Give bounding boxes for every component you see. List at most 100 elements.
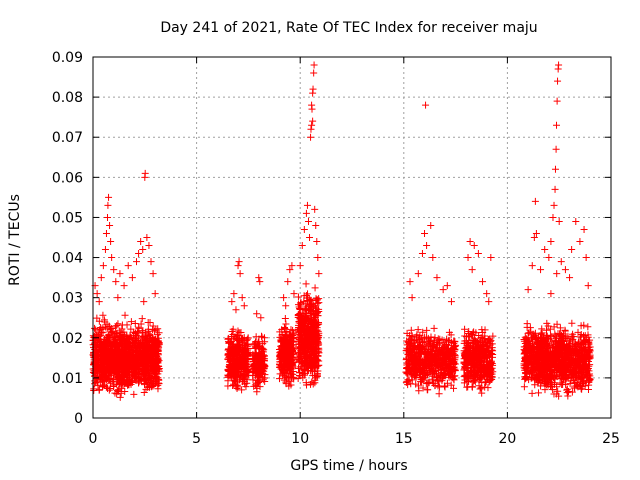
data-point: [584, 386, 592, 394]
data-point: [577, 346, 585, 354]
data-point: [256, 357, 264, 365]
data-point: [403, 377, 411, 385]
data-point: [478, 374, 486, 382]
data-point: [302, 209, 310, 217]
data-point: [522, 356, 530, 364]
data-point: [438, 373, 446, 381]
data-point: [538, 364, 546, 372]
data-point: [433, 372, 441, 380]
data-point: [427, 221, 435, 229]
data-point: [406, 339, 414, 347]
data-point: [522, 365, 530, 373]
data-point: [297, 311, 305, 319]
data-point: [106, 334, 114, 342]
data-point: [117, 389, 125, 397]
data-point: [571, 368, 579, 376]
data-point: [281, 325, 289, 333]
data-point: [523, 323, 531, 331]
data-point: [230, 351, 238, 359]
data-point: [311, 313, 319, 321]
data-point: [486, 371, 494, 379]
data-point: [576, 343, 584, 351]
data-point: [541, 378, 549, 386]
data-point: [543, 349, 551, 357]
data-point: [99, 262, 107, 270]
data-point: [135, 250, 143, 258]
data-point: [543, 332, 551, 340]
data-point: [528, 374, 536, 382]
data-point: [549, 356, 557, 364]
data-point: [441, 356, 449, 364]
data-point: [143, 363, 151, 371]
data-point: [307, 133, 315, 141]
data-point: [554, 350, 562, 358]
data-point: [94, 330, 102, 338]
data-point: [97, 274, 105, 282]
data-point: [118, 321, 126, 329]
data-point: [114, 294, 122, 302]
data-point: [315, 270, 323, 278]
data-point: [412, 362, 420, 370]
data-point: [236, 270, 244, 278]
data-point: [424, 379, 432, 387]
data-point: [280, 294, 288, 302]
data-point: [548, 338, 556, 346]
data-point: [150, 352, 158, 360]
data-point: [280, 349, 288, 357]
data-point: [154, 325, 162, 333]
data-point: [105, 386, 113, 394]
data-point: [307, 296, 315, 304]
data-point: [578, 355, 586, 363]
data-point: [284, 338, 292, 346]
data-point: [549, 213, 557, 221]
data-point: [116, 364, 124, 372]
data-point: [244, 355, 252, 363]
data-point: [470, 242, 478, 250]
data-point: [545, 357, 553, 365]
data-point: [481, 383, 489, 391]
data-point: [90, 369, 98, 377]
data-point: [415, 338, 423, 346]
data-point: [402, 378, 410, 386]
data-point: [435, 378, 443, 386]
data-point: [415, 365, 423, 373]
data-point: [475, 332, 483, 340]
data-point: [287, 381, 295, 389]
data-point: [579, 357, 587, 365]
data-point: [413, 343, 421, 351]
data-point: [255, 274, 263, 282]
data-point: [234, 262, 242, 270]
data-point: [521, 366, 529, 374]
data-point: [149, 326, 157, 334]
data-point: [258, 346, 266, 354]
data-point: [93, 366, 101, 374]
data-point: [577, 333, 585, 341]
data-point: [481, 367, 489, 375]
data-point: [145, 375, 153, 383]
data-point: [572, 356, 580, 364]
data-point: [134, 347, 142, 355]
data-point: [302, 291, 310, 299]
data-point: [474, 361, 482, 369]
data-point: [403, 370, 411, 378]
data-point: [581, 337, 589, 345]
data-point: [238, 372, 246, 380]
data-point: [408, 294, 416, 302]
data-point: [550, 323, 558, 331]
data-point: [584, 323, 592, 331]
data-point: [140, 389, 148, 397]
data-point: [261, 378, 269, 386]
data-point: [464, 383, 472, 391]
data-point: [487, 357, 495, 365]
data-point: [424, 371, 432, 379]
data-point: [254, 377, 262, 385]
data-point: [311, 205, 319, 213]
data-point: [528, 358, 536, 366]
data-point: [302, 280, 310, 288]
data-point: [105, 193, 113, 201]
data-point: [531, 197, 539, 205]
data-point: [99, 328, 107, 336]
data-point: [101, 318, 109, 326]
data-point: [97, 358, 105, 366]
